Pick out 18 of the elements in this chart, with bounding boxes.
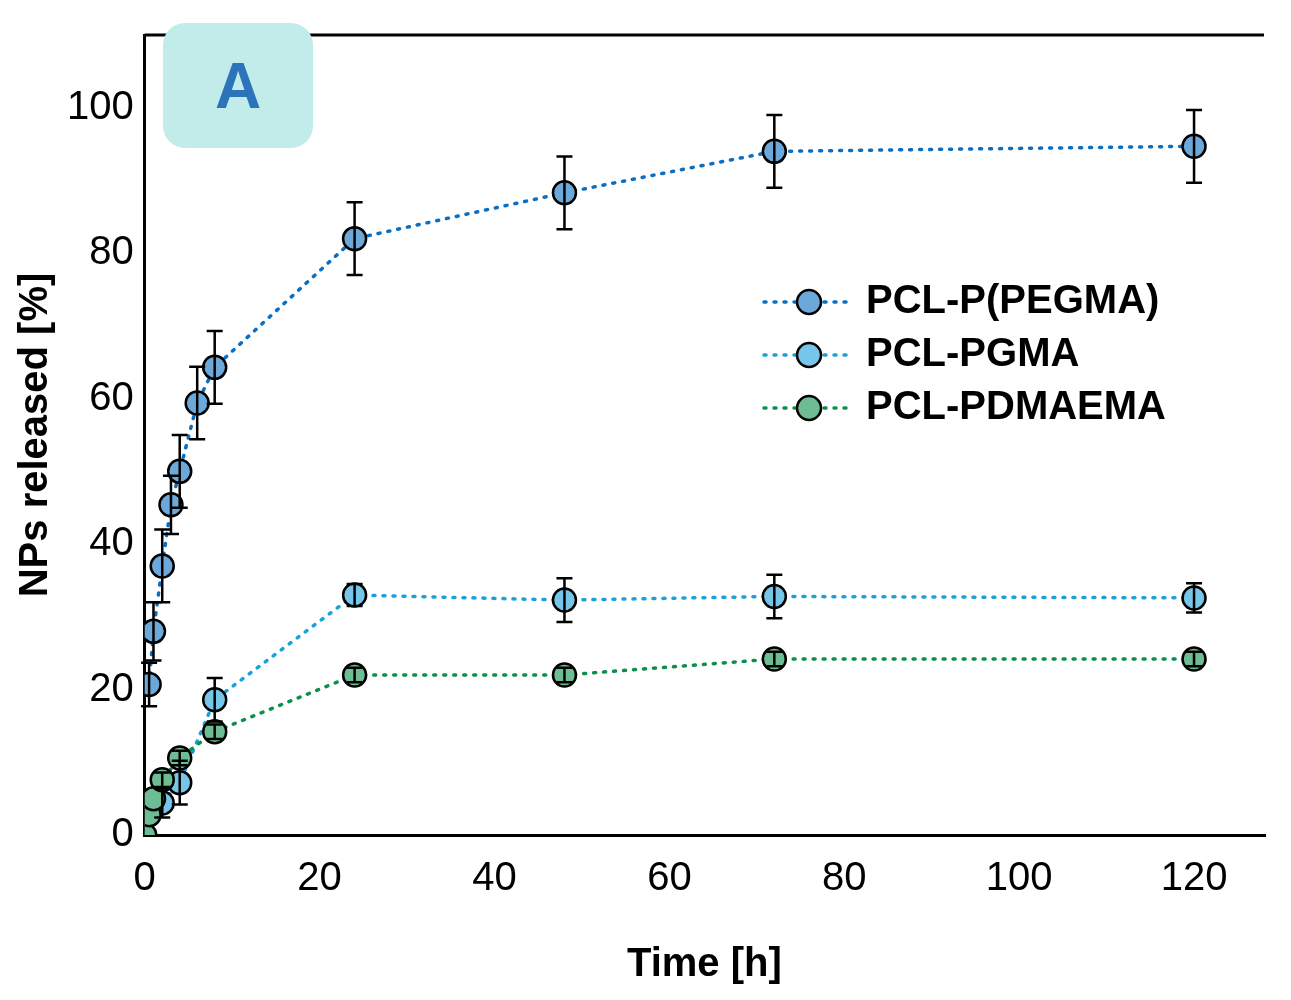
y-tick-label: 0 bbox=[111, 810, 134, 855]
x-tick-label: 120 bbox=[1160, 854, 1228, 899]
annotation: A bbox=[163, 23, 313, 148]
x-tick-label: 80 bbox=[822, 854, 867, 899]
x-axis-title: Time [h] bbox=[626, 940, 782, 985]
y-tick-label: 60 bbox=[89, 373, 134, 418]
x-tick-label: 20 bbox=[297, 854, 342, 899]
y-tick-label: 100 bbox=[66, 82, 134, 127]
y-axis-title: NPs released [%] bbox=[11, 272, 56, 598]
x-tick-label: 100 bbox=[985, 854, 1053, 899]
legend-label: PCL-P(PEGMA) bbox=[866, 277, 1160, 322]
legend-label: PCL-PDMAEMA bbox=[866, 383, 1166, 428]
legend-label: PCL-PGMA bbox=[866, 330, 1080, 375]
y-tick-label: 40 bbox=[89, 519, 134, 564]
y-tick-label: 80 bbox=[89, 228, 134, 273]
y-tick-label: 20 bbox=[89, 664, 134, 709]
x-tick-label: 40 bbox=[472, 854, 517, 899]
x-tick-label: 60 bbox=[647, 854, 692, 899]
